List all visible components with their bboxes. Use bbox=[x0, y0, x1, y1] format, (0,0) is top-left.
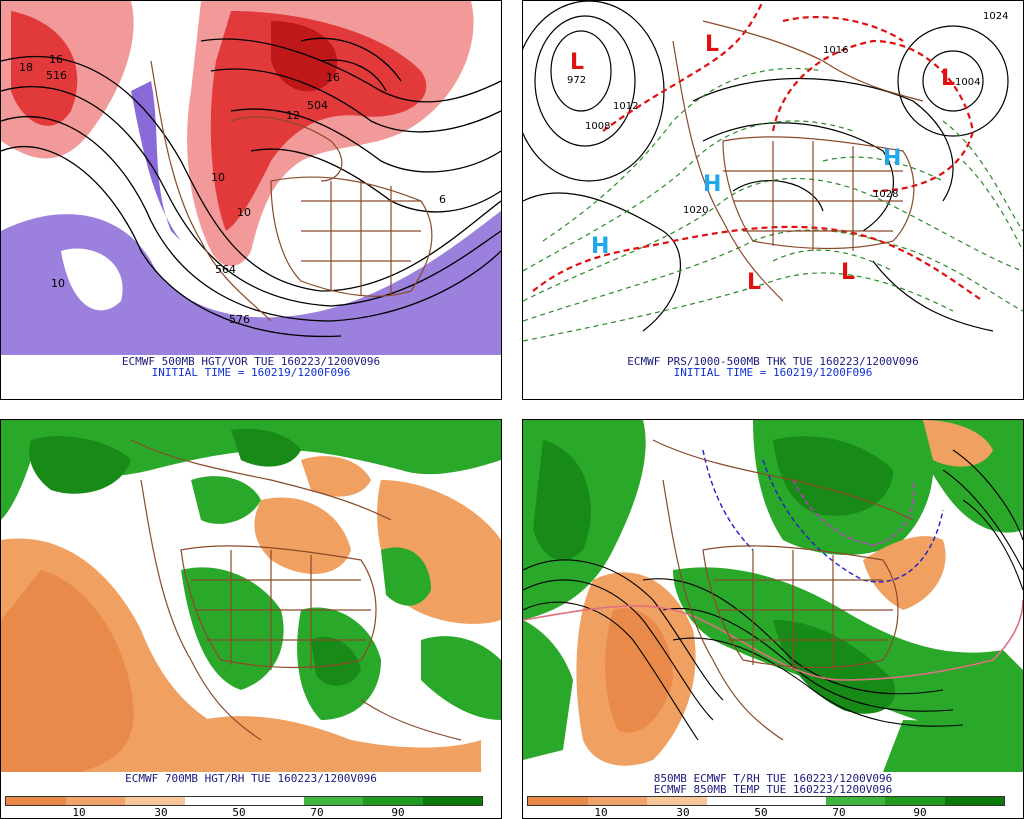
panel-700mb-hgt-rh: ECMWF 700MB HGT/RH TUE 160223/1200V096 1… bbox=[0, 419, 502, 819]
colorbar-tick: 70 bbox=[832, 806, 846, 819]
vorticity-label: 10 bbox=[51, 277, 65, 290]
pressure-label: 1024 bbox=[983, 11, 1008, 22]
map-700mb-rh bbox=[1, 420, 501, 772]
panel-title: ECMWF PRS/1000-500MB THK TUE 160223/1200… bbox=[627, 355, 919, 368]
high-center-icon: H bbox=[883, 146, 901, 171]
height-label: 576 bbox=[229, 313, 250, 326]
height-label: 504 bbox=[307, 99, 328, 112]
colorbar-tick: 50 bbox=[232, 806, 246, 819]
panel-subtitle: ECMWF 850MB TEMP TUE 160223/1200V096 bbox=[653, 783, 893, 796]
pressure-label: 1004 bbox=[955, 77, 980, 88]
vorticity-label: 6 bbox=[439, 193, 446, 206]
panel-500mb-hgt-vor: 516 504 564 576 10 10 10 12 16 16 18 6 E… bbox=[0, 0, 502, 400]
vorticity-label: 12 bbox=[286, 109, 300, 122]
rh-colorbar bbox=[5, 796, 483, 806]
low-center-icon: L bbox=[705, 32, 719, 57]
colorbar-tick: 10 bbox=[72, 806, 86, 819]
vorticity-label: 10 bbox=[211, 171, 225, 184]
colorbar-tick: 90 bbox=[913, 806, 927, 819]
low-center-icon: L bbox=[747, 270, 761, 295]
colorbar-tick: 10 bbox=[594, 806, 608, 819]
panel-title: 850MB ECMWF T/RH TUE 160223/1200V096 bbox=[653, 772, 893, 785]
pressure-label: 1028 bbox=[873, 189, 898, 200]
panel-subtitle: INITIAL TIME = 160219/1200F096 bbox=[673, 366, 873, 379]
pressure-label: 1016 bbox=[823, 45, 848, 56]
high-center-icon: H bbox=[591, 234, 609, 259]
low-center-icon: L bbox=[941, 66, 955, 91]
panel-pressure-thickness: L L L L L H H H 972 1004 1012 1020 1028 … bbox=[522, 0, 1024, 400]
panel-subtitle: INITIAL TIME = 160219/1200F096 bbox=[151, 366, 351, 379]
height-label: 516 bbox=[46, 69, 67, 82]
colorbar-tick: 90 bbox=[391, 806, 405, 819]
map-pressure-thickness: L L L L L H H H 972 1004 1012 1020 1028 … bbox=[523, 1, 1023, 355]
low-center-icon: L bbox=[841, 260, 855, 285]
pressure-label: 972 bbox=[567, 75, 586, 86]
vorticity-label: 18 bbox=[19, 61, 33, 74]
pressure-label: 1020 bbox=[683, 205, 708, 216]
pressure-label: 1008 bbox=[585, 121, 610, 132]
high-center-icon: H bbox=[703, 172, 721, 197]
colorbar-tick: 30 bbox=[676, 806, 690, 819]
vorticity-label: 16 bbox=[326, 71, 340, 84]
map-500mb-vorticity: 516 504 564 576 10 10 10 12 16 16 18 6 bbox=[1, 1, 501, 355]
colorbar-tick: 50 bbox=[754, 806, 768, 819]
colorbar-tick: 30 bbox=[154, 806, 168, 819]
map-850mb-t-rh bbox=[523, 420, 1023, 772]
panel-850mb-t-rh: 850MB ECMWF T/RH TUE 160223/1200V096 ECM… bbox=[522, 419, 1024, 819]
panel-title: ECMWF 700MB HGT/RH TUE 160223/1200V096 bbox=[125, 772, 377, 785]
vorticity-label: 16 bbox=[49, 53, 63, 66]
vorticity-label: 10 bbox=[237, 206, 251, 219]
height-label: 564 bbox=[215, 263, 236, 276]
pressure-label: 1012 bbox=[613, 101, 638, 112]
low-center-icon: L bbox=[570, 50, 584, 75]
colorbar-tick: 70 bbox=[310, 806, 324, 819]
rh-colorbar bbox=[527, 796, 1005, 806]
panel-title: ECMWF 500MB HGT/VOR TUE 160223/1200V096 bbox=[121, 355, 381, 368]
